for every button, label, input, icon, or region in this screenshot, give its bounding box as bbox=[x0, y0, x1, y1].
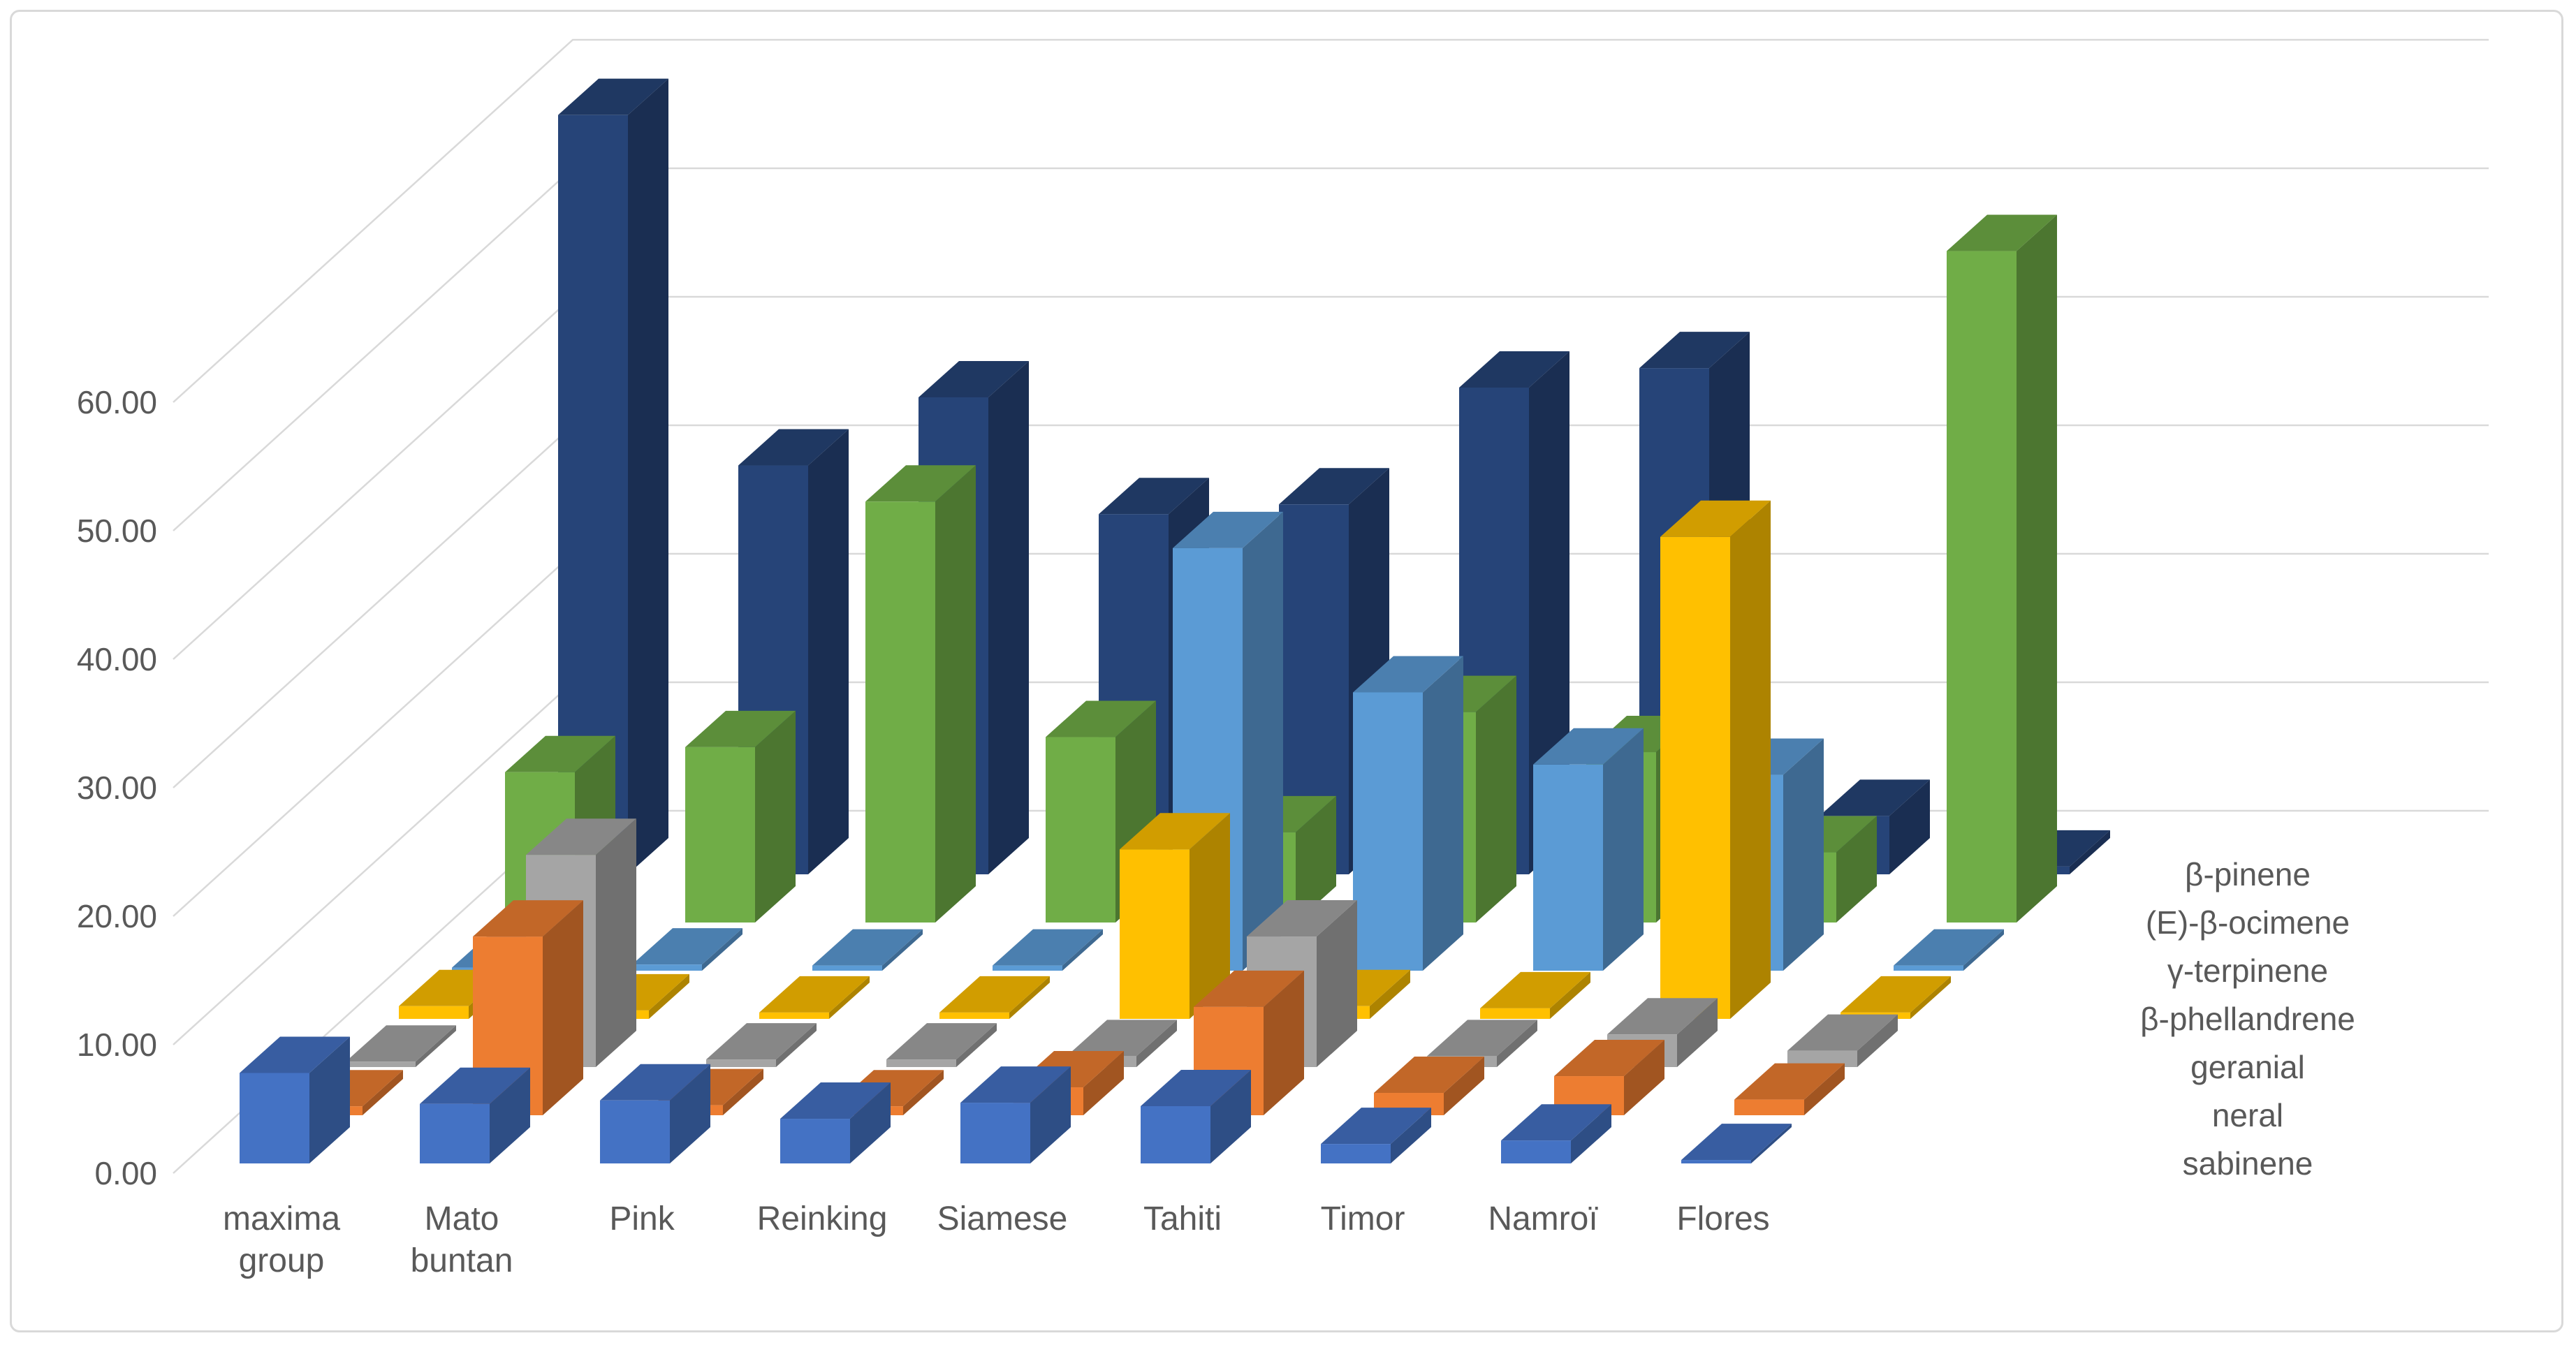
category-label-Siamese: Siamese bbox=[937, 1200, 1068, 1237]
y-axis-tick: 10.00 bbox=[77, 1027, 157, 1063]
series-label-β-phellandrene: β-phellandrene bbox=[2140, 1001, 2355, 1037]
category-label-maxima group: maxima bbox=[223, 1200, 340, 1237]
series-label-β-pinene: β-pinene bbox=[2185, 856, 2311, 892]
category-label-Namroï: Namroï bbox=[1488, 1200, 1598, 1237]
gridline bbox=[173, 38, 2489, 403]
bar-sabinene-Flores bbox=[1681, 1124, 1792, 1163]
bar-geranial-Flores bbox=[1787, 1014, 1898, 1067]
category-label-Reinking: Reinking bbox=[757, 1200, 888, 1237]
bar-γ-terpinene-Flores bbox=[1894, 929, 2004, 971]
bar-sabinene-Siamese bbox=[960, 1066, 1071, 1163]
bar-geranial-Pink bbox=[706, 1023, 817, 1067]
bar-β-phellandrene-Flores bbox=[1840, 976, 1951, 1019]
bar-(E)-β-ocimene-Pink bbox=[865, 465, 976, 923]
bar-sabinene-Mato buntan bbox=[420, 1067, 530, 1163]
y-axis-tick: 40.00 bbox=[77, 641, 157, 677]
bar-geranial-maxima group bbox=[346, 1025, 456, 1067]
bar-β-phellandrene-Pink bbox=[759, 976, 870, 1019]
y-axis-tick: 60.00 bbox=[77, 384, 157, 420]
series-label-(E)-β-ocimene: (E)-β-ocimene bbox=[2146, 904, 2350, 941]
y-axis-tick: 30.00 bbox=[77, 770, 157, 806]
chart-frame: 0.00 10.00 20.00 30.00 40.00 50.00 60.00 maxima… bbox=[10, 10, 2563, 1332]
bar-sabinene-Timor bbox=[1321, 1108, 1431, 1163]
bar-sabinene-Tahiti bbox=[1141, 1070, 1251, 1163]
bar-γ-terpinene-Mato buntan bbox=[632, 928, 742, 971]
bar-β-phellandrene-Reinking bbox=[939, 976, 1050, 1019]
bar-neral-Timor bbox=[1374, 1057, 1484, 1115]
bar-γ-terpinene-Reinking bbox=[993, 929, 1103, 971]
bar-β-pinene-maxima group bbox=[558, 78, 668, 875]
category-label-maxima group: group bbox=[239, 1242, 325, 1279]
y-axis-tick: 0.00 bbox=[94, 1155, 157, 1191]
bar-β-phellandrene-Siamese bbox=[1120, 813, 1230, 1019]
y-axis-tick: 50.00 bbox=[77, 513, 157, 549]
bar-γ-terpinene-Pink bbox=[812, 929, 923, 971]
series-label-neral: neral bbox=[2212, 1097, 2283, 1133]
bar-(E)-β-ocimene-Flores bbox=[1947, 214, 2057, 923]
category-label-Tahiti: Tahiti bbox=[1143, 1200, 1222, 1237]
bar-(E)-β-ocimene-Mato buntan bbox=[685, 710, 796, 923]
bar-neral-Flores bbox=[1734, 1063, 1845, 1115]
bar-geranial-Reinking bbox=[886, 1023, 997, 1067]
bar-sabinene-Namroï bbox=[1501, 1104, 1611, 1163]
bar-β-phellandrene-Namroï bbox=[1660, 500, 1771, 1019]
bar-sabinene-maxima group bbox=[240, 1036, 350, 1163]
bar-γ-terpinene-Timor bbox=[1533, 728, 1644, 971]
category-label-Flores: Flores bbox=[1676, 1200, 1769, 1237]
bar-neral-Namroï bbox=[1554, 1040, 1664, 1115]
category-label-Mato buntan: buntan bbox=[411, 1242, 513, 1279]
category-label-Mato buntan: Mato bbox=[425, 1200, 499, 1237]
bar-sabinene-Pink bbox=[600, 1064, 710, 1163]
series-label-γ-terpinene: γ-terpinene bbox=[2167, 953, 2328, 989]
y-axis-tick: 20.00 bbox=[77, 898, 157, 934]
bar-β-phellandrene-Timor bbox=[1480, 971, 1590, 1019]
series-label-sabinene: sabinene bbox=[2183, 1145, 2313, 1182]
bar-γ-terpinene-Tahiti bbox=[1353, 656, 1463, 971]
category-label-Pink: Pink bbox=[609, 1200, 675, 1237]
category-label-Timor: Timor bbox=[1321, 1200, 1405, 1237]
bar-sabinene-Reinking bbox=[780, 1082, 891, 1163]
series-label-geranial: geranial bbox=[2190, 1049, 2305, 1085]
